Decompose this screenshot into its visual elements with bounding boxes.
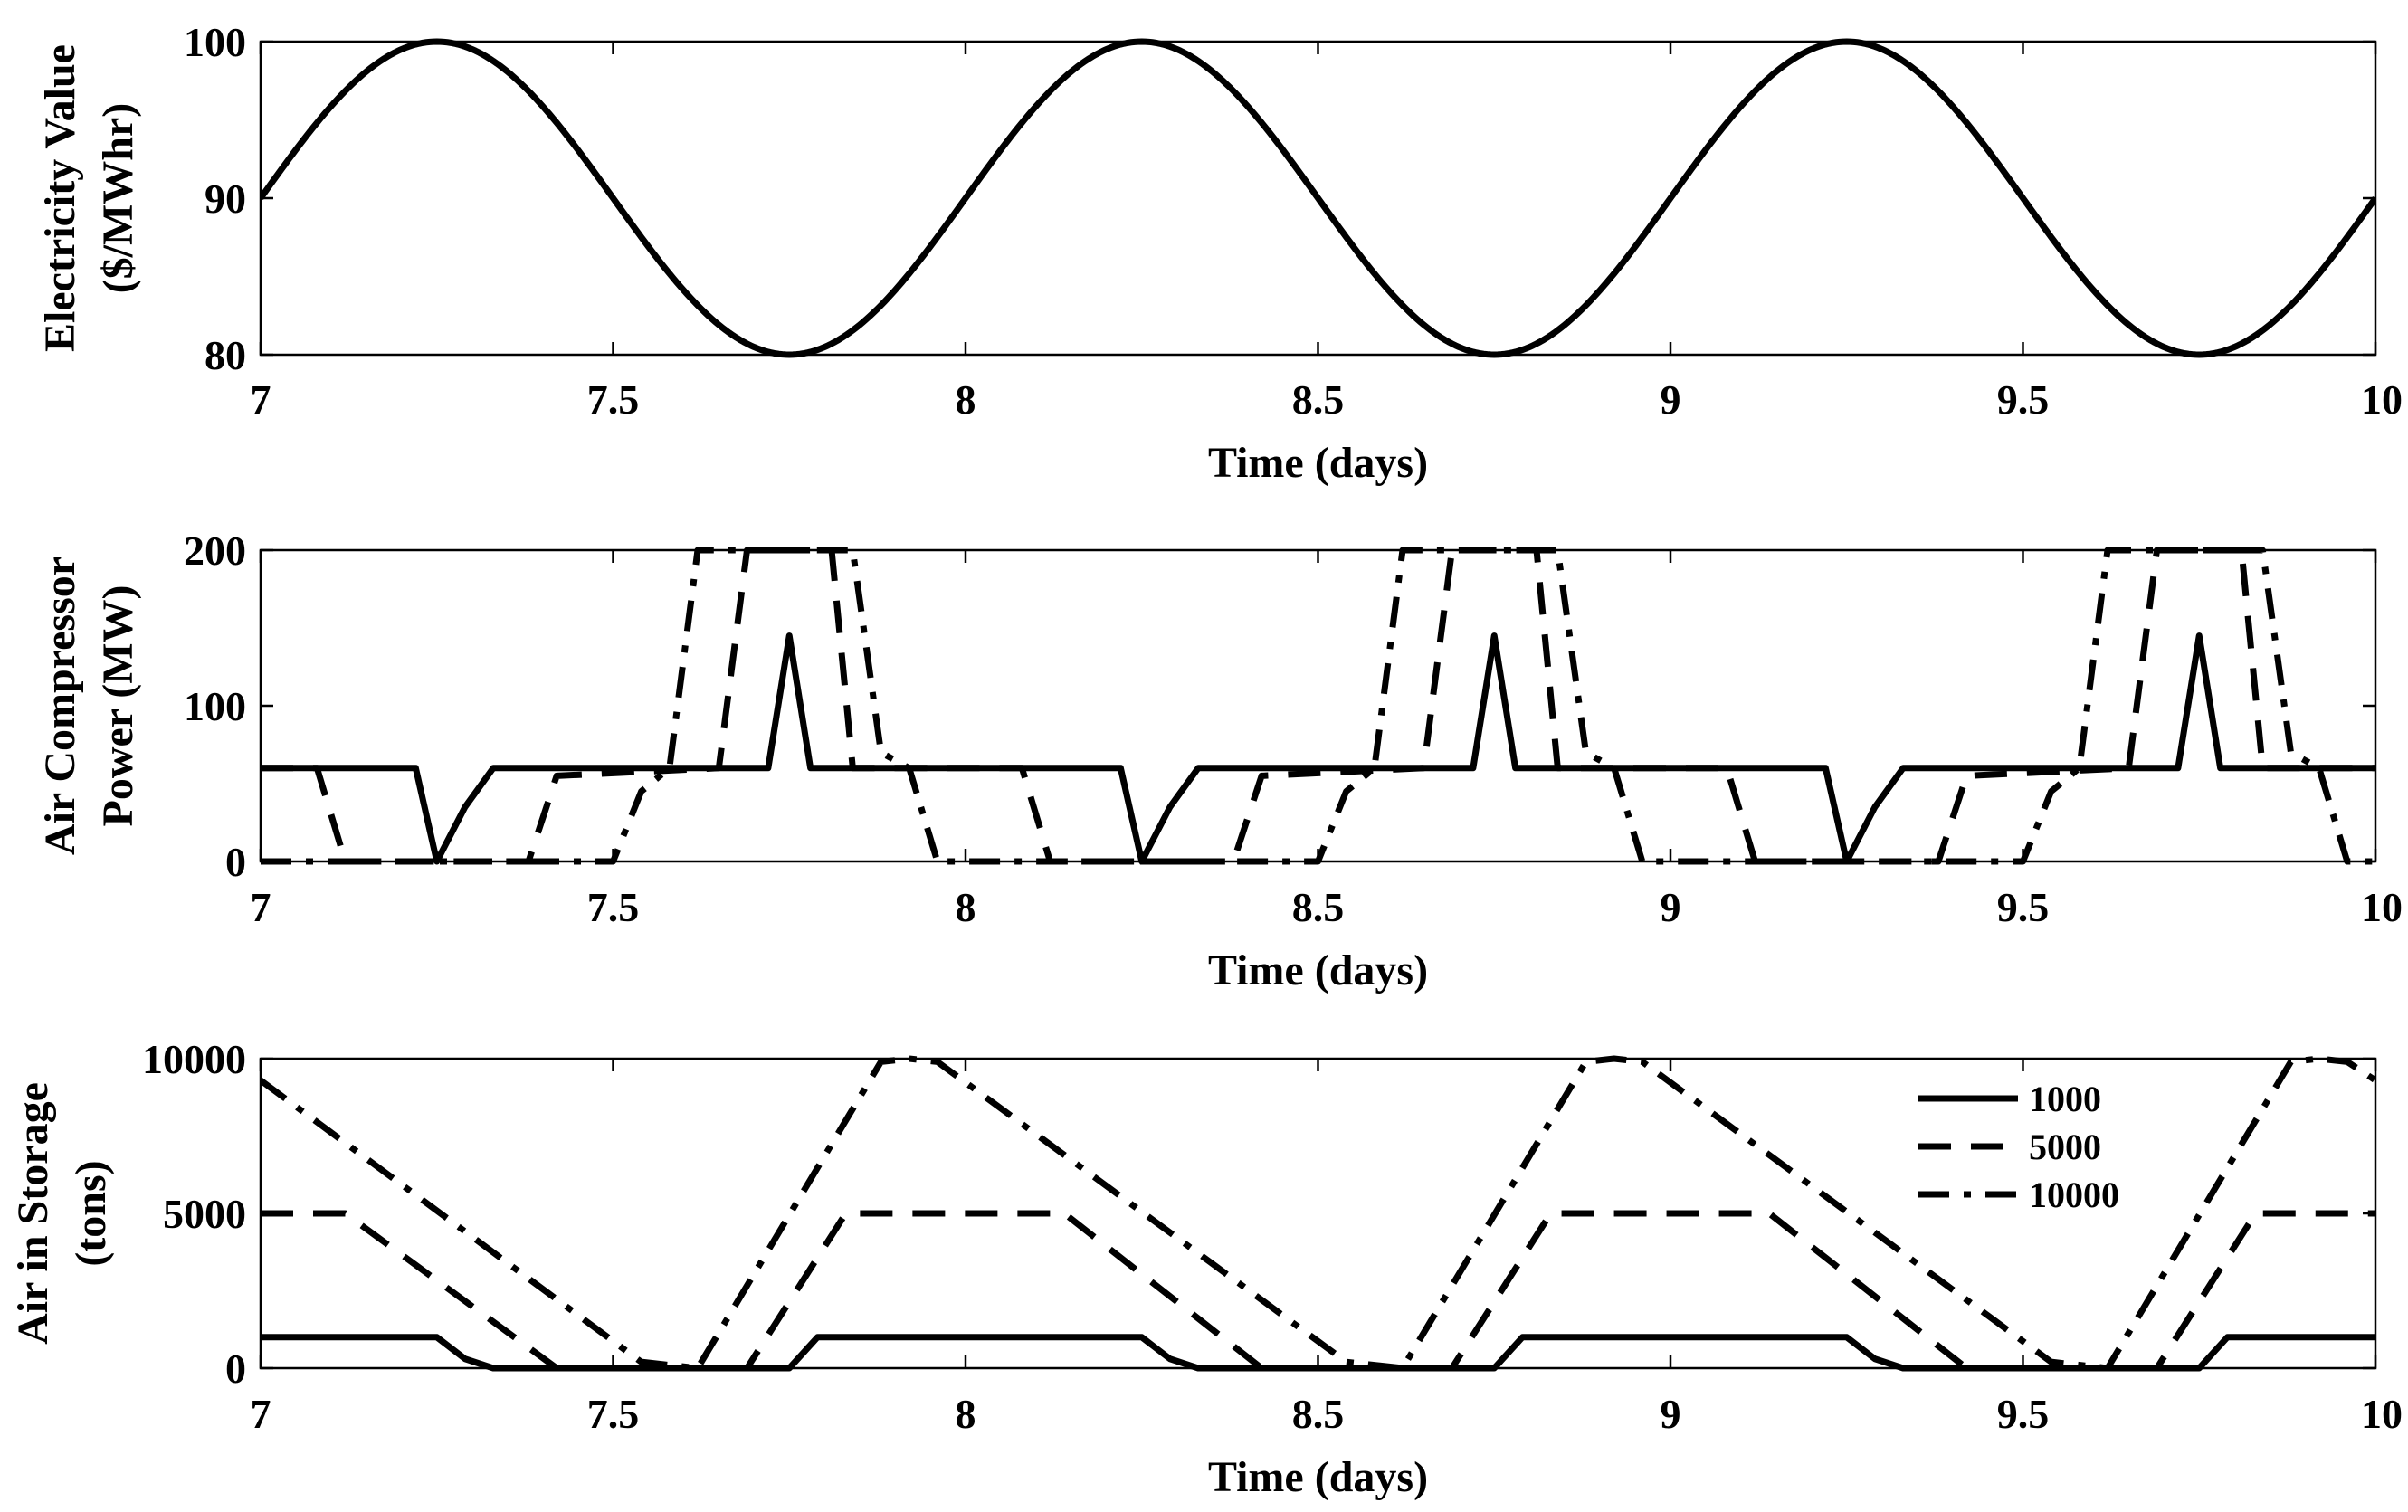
series-line-1000 [261, 632, 2375, 865]
x-tick-label: 7 [251, 1391, 271, 1437]
chart-panel-3: 7 7.5 8 8.5 9 9.5 10 0 5000 10000 Time (days) Air i… [9, 1036, 2403, 1501]
chart-panel-1: 7 7.5 8 8.5 9 9.5 10 80 90 100 Time (days) Electric… [36, 19, 2403, 487]
y-tick-label: 5000 [163, 1191, 246, 1237]
legend-label-5000: 5000 [2029, 1127, 2101, 1167]
x-tick-label: 8.5 [1292, 1391, 1345, 1437]
plot-frame [259, 548, 2377, 863]
y-tick-label: 200 [184, 528, 246, 574]
x-tick-label: 7 [251, 884, 271, 930]
x-tick-label: 7 [251, 376, 271, 423]
x-tick-label: 10 [2361, 376, 2403, 423]
legend: 1000 5000 10000 [1918, 1079, 2119, 1215]
series-line-5000 [261, 1210, 2375, 1372]
y-tick-label: 100 [184, 683, 246, 729]
x-tick-label: 8 [956, 884, 976, 930]
x-tick-label: 9 [1661, 1391, 1681, 1437]
y-axis-title-line-2: (tons) [67, 1160, 115, 1266]
y-axis-title-line-1: Air Compressor [36, 556, 84, 855]
x-tick-label: 9.5 [1997, 376, 2050, 423]
x-axis-title: Time (days) [1208, 946, 1428, 994]
y-tick-label: 100 [184, 19, 246, 65]
x-tick-label: 8.5 [1292, 884, 1345, 930]
x-axis-title: Time (days) [1208, 439, 1428, 487]
x-tick-label: 7.5 [587, 1391, 640, 1437]
x-tick-label: 9.5 [1997, 1391, 2050, 1437]
x-tick-label: 8.5 [1292, 376, 1345, 423]
y-axis-title-line-1: Air in Storage [9, 1082, 57, 1345]
series-line-5000 [261, 547, 2375, 865]
x-tick-label: 9.5 [1997, 884, 2050, 930]
x-tick-label: 9 [1661, 376, 1681, 423]
series-line-10000 [261, 547, 2375, 865]
y-tick-label: 80 [205, 332, 246, 378]
y-axis-title-line-2: Power (MW) [94, 585, 142, 827]
y-axis-title-line-1: Electricity Value [36, 44, 84, 352]
legend-label-10000: 10000 [2029, 1174, 2119, 1215]
y-axis-title-line-2: ($/MWhr) [94, 103, 142, 294]
x-tick-label: 8 [956, 1391, 976, 1437]
legend-label-1000: 1000 [2029, 1079, 2101, 1119]
y-tick-label: 90 [205, 176, 246, 222]
x-tick-label: 9 [1661, 884, 1681, 930]
y-tick-label: 0 [225, 1346, 246, 1392]
series-line-main [261, 38, 2375, 358]
y-tick-label: 0 [225, 839, 246, 885]
x-tick-label: 7.5 [587, 376, 640, 423]
x-tick-label: 8 [956, 376, 976, 423]
x-tick-label: 10 [2361, 884, 2403, 930]
x-axis-title: Time (days) [1208, 1453, 1428, 1501]
x-tick-label: 7.5 [587, 884, 640, 930]
x-tick-label: 10 [2361, 1391, 2403, 1437]
y-tick-label: 10000 [142, 1036, 246, 1082]
